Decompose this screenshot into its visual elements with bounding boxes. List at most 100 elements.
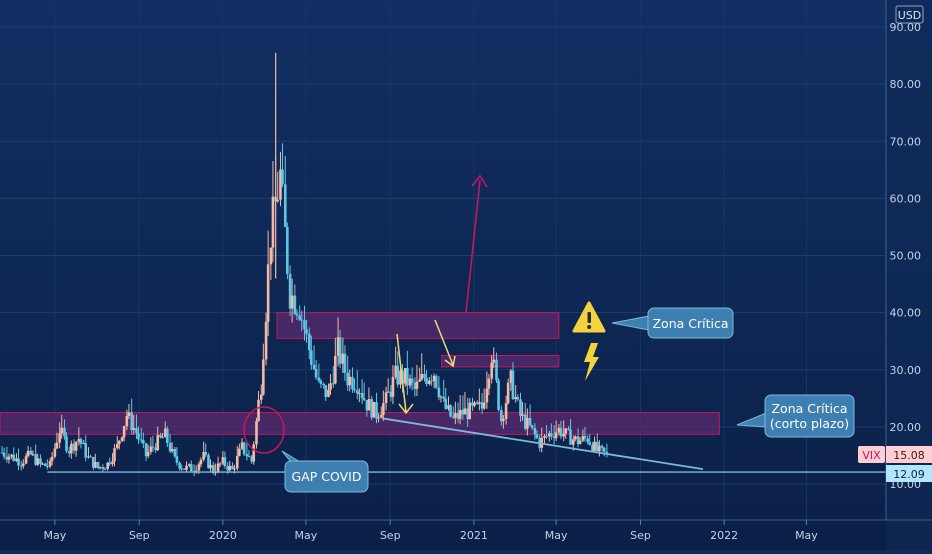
yellow-arrowhead-2-icon [444, 355, 456, 368]
zona-critica-corto-callout: Zona Crítica (corto plazo) [736, 394, 855, 438]
candle-body [74, 441, 78, 451]
candle-body [271, 196, 275, 248]
candle-body [2, 452, 6, 457]
candle-body [183, 468, 186, 470]
candle-body [423, 373, 426, 378]
candle-body [300, 319, 304, 321]
gap-covid-circle [243, 406, 285, 454]
candle-body [547, 433, 551, 437]
candle-body [406, 368, 409, 386]
y-tick-label: 50.00 [890, 250, 922, 263]
candle-body [288, 273, 292, 309]
candle-body [209, 464, 212, 469]
candle-body [384, 392, 388, 404]
zona-secundaria [441, 354, 560, 368]
candle-body [343, 353, 347, 373]
candle-body [168, 443, 172, 452]
candle-body [449, 405, 452, 417]
y-tick-label: 30.00 [890, 364, 922, 377]
candle-body [456, 413, 460, 419]
currency-label: USD [898, 9, 922, 22]
warning-icon [572, 301, 606, 333]
y-tick-label: 60.00 [890, 192, 922, 205]
candle-body [144, 443, 148, 457]
x-tick-label: May [545, 529, 568, 542]
candle-body [348, 376, 352, 386]
candle-body [482, 402, 486, 409]
candle-body [367, 399, 371, 411]
candle-body [530, 425, 534, 428]
candle-body [26, 450, 30, 457]
zona-critica [276, 312, 560, 339]
candle-body [79, 438, 83, 444]
x-tick-label: Sep [380, 529, 401, 542]
candle-body [7, 456, 11, 460]
candle-body [576, 436, 580, 445]
candle-body [72, 443, 76, 451]
candle-body [415, 381, 419, 390]
support-price-badge [886, 465, 932, 482]
candle-body [497, 380, 500, 411]
candle-body [574, 436, 577, 440]
price-axis[interactable]: 10.0020.0030.0040.0050.0060.0070.0080.00… [858, 0, 932, 550]
candle-body [403, 368, 407, 384]
candle-body [43, 463, 47, 466]
candle-body [166, 428, 169, 444]
candle-body [394, 365, 397, 378]
candle-body [490, 362, 493, 379]
candle-body [65, 436, 68, 452]
candle-body [595, 441, 599, 452]
candle-body [559, 427, 563, 437]
candle-body [303, 320, 306, 330]
candle-body [55, 442, 59, 449]
candle-body [12, 454, 16, 461]
candle-body [495, 359, 498, 381]
candle-body [89, 456, 92, 458]
candle-body [36, 458, 40, 465]
candle-body [442, 396, 445, 399]
lines [47, 417, 886, 473]
candle-body [276, 199, 280, 202]
candle-body [159, 435, 162, 438]
candle-body [211, 464, 215, 474]
candle-body [187, 464, 191, 466]
descending-trendline [381, 417, 704, 471]
candle-body [480, 402, 484, 409]
gap-covid-label: GAP COVID [292, 469, 362, 484]
y-tick-label: 40.00 [890, 307, 922, 320]
candle-body [127, 412, 131, 416]
candle-body [118, 440, 121, 445]
candle-body [502, 419, 505, 422]
candle-body [336, 337, 340, 356]
candle-body [106, 462, 109, 469]
candle-body [375, 402, 378, 419]
candle-body [286, 226, 289, 274]
candle-body [122, 426, 126, 438]
symbol-badge [858, 446, 885, 463]
candle-body [499, 410, 503, 422]
candle-body [151, 446, 155, 448]
arrow-head-icon [471, 174, 488, 188]
x-tick-label: 2022 [710, 529, 738, 542]
candle-body [360, 393, 364, 399]
zona-critica-corto-plazo [0, 412, 720, 435]
upward-arrow [465, 179, 481, 314]
y-tick-label: 70.00 [890, 135, 922, 148]
currency-badge[interactable] [895, 5, 924, 24]
candle-body [5, 456, 9, 460]
candle-body [231, 465, 234, 470]
candle-body [598, 445, 601, 452]
candle-body [471, 402, 474, 406]
candle-body [142, 440, 145, 444]
candle-body [87, 456, 90, 458]
x-tick-label: May [795, 529, 818, 542]
zona-critica-corto-label-2: (corto plazo) [770, 416, 849, 431]
candle-body [545, 435, 548, 437]
time-axis[interactable]: May Sep 2020 May Sep 2021 May Sep 2022 May [0, 519, 932, 542]
candle-body [485, 388, 489, 403]
candle-body [543, 435, 546, 438]
candle-body [156, 435, 160, 451]
zona-critica-corto-label-1: Zona Crítica [771, 401, 847, 416]
candle-body [137, 433, 140, 440]
